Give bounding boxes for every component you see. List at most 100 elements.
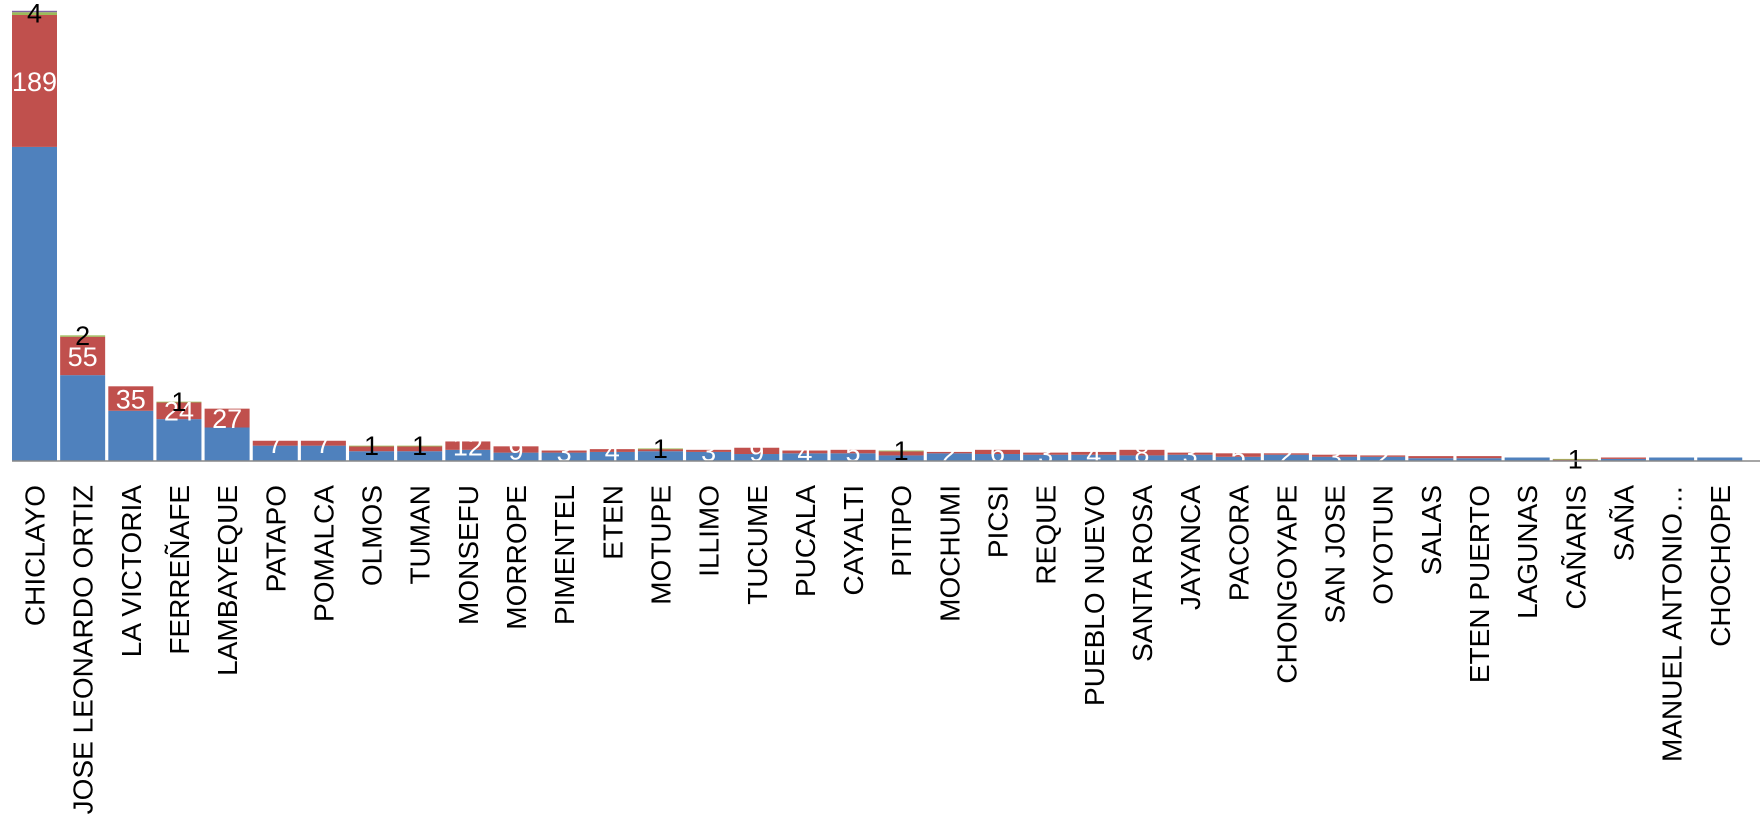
category-label-10: MORROPE (501, 485, 532, 630)
category-label-35: CHOCHOPE (1705, 485, 1736, 647)
bar-segment-22-s1 (1071, 451, 1117, 455)
bar-segment-19-s1 (926, 451, 972, 454)
bar-segment-1-s0 (60, 375, 106, 461)
bar-segment-23-s0 (1119, 455, 1165, 461)
data-label-10-s1: 9 (508, 435, 523, 465)
bar-segment-8-s2 (397, 445, 443, 447)
data-label-26-s1: 2 (1279, 440, 1294, 470)
bar-segment-35-s0 (1697, 457, 1743, 461)
bar-segment-33-s1 (1600, 457, 1646, 459)
category-label-2: LA VICTORIA (116, 485, 147, 658)
bar-segment-0-s1 (12, 14, 57, 147)
data-label-13-s2: 1 (653, 434, 668, 464)
bar-segment-7-s2 (349, 445, 395, 447)
bar-segment-24-s0 (1167, 454, 1213, 461)
bar-segment-20-s0 (975, 454, 1020, 461)
category-label-23: SANTA ROSA (1127, 485, 1158, 662)
bar-segment-30-s1 (1456, 456, 1502, 459)
bar-segment-4-s0 (204, 427, 250, 461)
bar-segment-18-s1 (878, 451, 924, 456)
category-label-7: OLMOS (357, 485, 388, 586)
bar-segment-0-s0 (12, 146, 57, 461)
bar-segment-14-s1 (686, 449, 732, 452)
category-label-9: MONSEFU (453, 485, 484, 625)
category-label-6: POMALCA (308, 485, 339, 622)
bar-segment-28-s0 (1360, 456, 1406, 461)
data-label-3-s2: 1 (171, 387, 186, 417)
bar-segment-21-s0 (1023, 454, 1069, 461)
bar-segment-5-s1 (252, 440, 298, 446)
bar-segment-12-s1 (589, 449, 635, 452)
data-label-23-s1: 8 (1134, 439, 1149, 469)
bar-segment-25-s1 (1215, 453, 1261, 457)
bar-segment-8-s0 (397, 451, 443, 461)
category-label-33: SAÑA (1608, 485, 1639, 562)
category-label-14: ILLIMO (694, 485, 725, 577)
bar-segment-1-s1 (60, 336, 106, 376)
category-label-13: MOTUPE (645, 485, 676, 605)
bar-segment-13-s2 (637, 448, 683, 450)
data-label-19-s1: 2 (942, 439, 957, 469)
data-label-0-s2: 4 (27, 0, 42, 29)
category-label-21: REQUE (1031, 485, 1062, 585)
bar-segment-28-s1 (1360, 455, 1406, 457)
bar-segment-12-s0 (589, 451, 635, 461)
bar-segment-6-s1 (300, 440, 346, 446)
category-label-20: PICSI (983, 485, 1014, 558)
category-label-11: PIMENTEL (549, 485, 580, 625)
bar-segment-20-s1 (975, 449, 1020, 455)
data-label-2-s1: 35 (116, 385, 146, 415)
bar-segment-13-s1 (637, 449, 683, 452)
category-label-34: MANUEL ANTONIO… (1657, 485, 1688, 762)
bar-segment-29-s1 (1408, 456, 1454, 459)
category-label-0: CHICLAYO (20, 485, 51, 626)
data-label-25-s1: 5 (1231, 441, 1246, 471)
category-label-19: MOCHUMI (934, 485, 965, 622)
bar-segment-11-s1 (541, 450, 587, 453)
bar-segment-4-s1 (204, 408, 250, 428)
category-label-3: FERREÑAFE (164, 485, 195, 655)
category-label-1: JOSE LEONARDO ORTIZ (68, 485, 99, 814)
category-label-29: SALAS (1416, 485, 1447, 575)
data-label-16-s1: 4 (797, 438, 812, 468)
data-label-11-s1: 3 (557, 438, 572, 468)
bar-segment-3-s2 (156, 401, 202, 403)
data-label-20-s1: 6 (990, 438, 1005, 468)
data-label-15-s1: 9 (749, 437, 764, 467)
data-label-28-s1: 2 (1375, 442, 1390, 472)
data-label-1-s2: 2 (75, 321, 90, 351)
data-label-22-s1: 4 (1086, 439, 1101, 469)
bar-segment-26-s0 (1263, 454, 1309, 461)
category-labels-group: CHICLAYO JOSE LEONARDO ORTIZ LA VICTORIA FE… (20, 485, 1736, 815)
data-label-8-s2: 1 (412, 431, 427, 461)
bar-segment-18-s0 (878, 455, 924, 461)
data-label-32-s2: 1 (1568, 444, 1583, 474)
data-label-12-s1: 4 (605, 437, 620, 467)
bar-segment-16-s0 (782, 453, 828, 461)
data-label-14-s1: 3 (701, 437, 716, 467)
bar-segment-1-s2 (60, 335, 106, 337)
category-label-5: PATAPO (260, 485, 291, 592)
bar-segment-17-s1 (830, 449, 876, 454)
bar-segment-34-s0 (1649, 457, 1695, 461)
bar-segment-31-s0 (1504, 457, 1550, 461)
bar-segment-27-s1 (1312, 454, 1358, 457)
category-label-17: CAYALTI (838, 485, 869, 595)
bar-segment-3-s1 (156, 402, 202, 420)
data-label-5-s1: 7 (268, 429, 283, 459)
bar-segment-8-s1 (397, 446, 443, 452)
bar-segment-18-s2 (878, 450, 924, 452)
bar-segment-7-s0 (349, 451, 395, 461)
bar-segment-32-s1 (1552, 459, 1598, 461)
data-label-0-s1: 189 (12, 67, 57, 97)
data-label-7-s2: 1 (364, 431, 379, 461)
bar-segment-3-s0 (156, 419, 202, 461)
category-label-12: ETEN (597, 485, 628, 560)
bar-segment-15-s1 (734, 447, 780, 455)
category-label-24: JAYANCA (1175, 485, 1206, 610)
data-label-9-s1: 12 (453, 432, 483, 462)
bar-segment-13-s0 (637, 451, 683, 461)
data-label-4-s1: 27 (212, 404, 242, 434)
